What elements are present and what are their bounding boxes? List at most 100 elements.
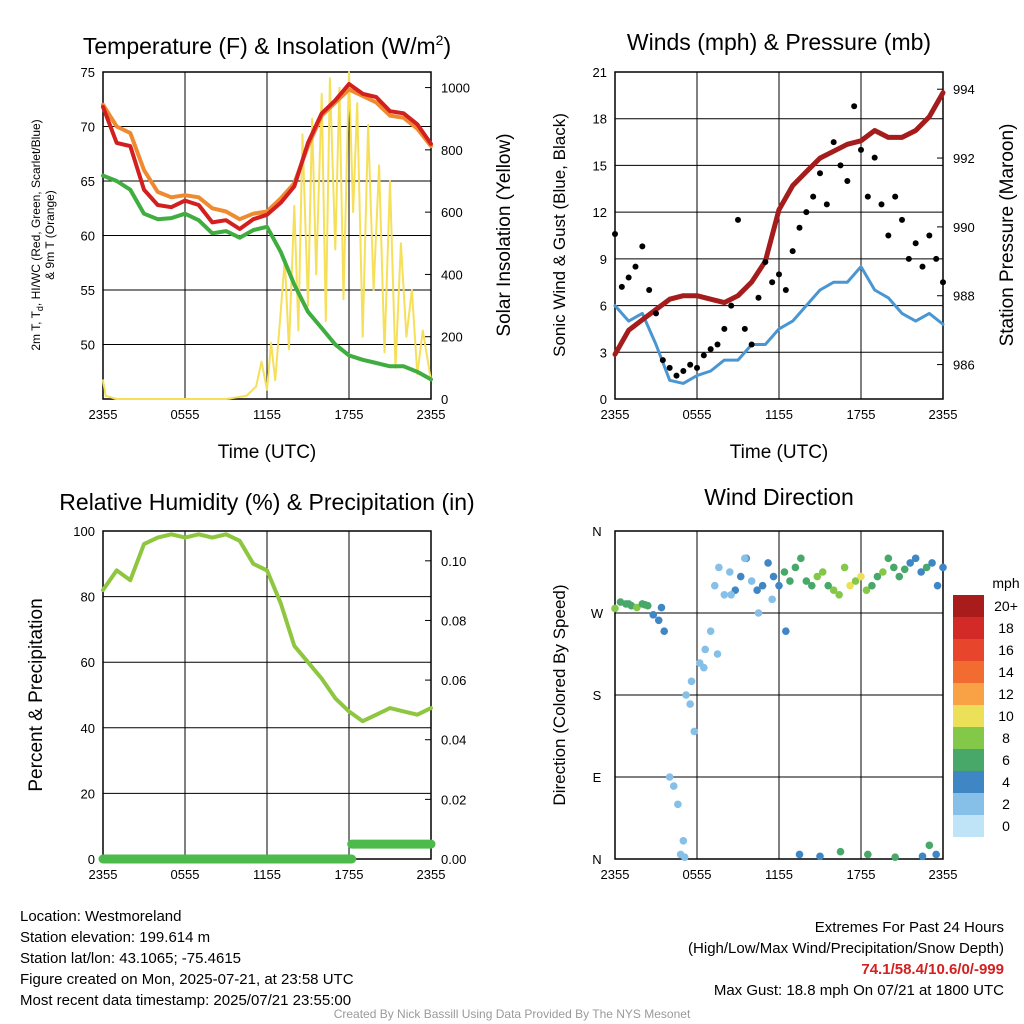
gust-point xyxy=(646,287,653,293)
station-location: Location: Westmoreland xyxy=(20,908,182,925)
wind-xtick-label: 2355 xyxy=(601,407,630,422)
direction-point xyxy=(682,691,690,699)
temp-ytick-label: 75 xyxy=(81,65,95,80)
direction-point xyxy=(836,847,845,856)
colorbar-swatch xyxy=(953,727,984,749)
rh-y2tick-label: 0.00 xyxy=(441,852,466,867)
temp-xtick-label: 1155 xyxy=(253,407,281,422)
wind-xtick-label: 1755 xyxy=(847,407,876,422)
gust-point xyxy=(666,364,673,371)
direction-point xyxy=(669,782,678,790)
dir-xtick-label: 1755 xyxy=(847,867,876,882)
direction-point xyxy=(868,581,876,590)
gust-point xyxy=(707,346,714,353)
figure-created: Figure created on Mon, 2025-07-21, at 23… xyxy=(20,971,354,988)
colorbar-label: 10 xyxy=(998,708,1014,724)
insolation-line xyxy=(102,71,432,400)
extremes-title: Extremes For Past 24 Hours xyxy=(814,919,1004,936)
direction-point xyxy=(706,627,715,636)
direction-point xyxy=(754,609,763,617)
max-gust: Max Gust: 18.8 mph On 07/21 at 1800 UTC xyxy=(713,982,1004,999)
rh-y2tick-label: 0.04 xyxy=(441,733,466,748)
direction-point xyxy=(727,590,735,599)
temp-y2tick-label: 800 xyxy=(441,143,463,158)
direction-point xyxy=(932,850,940,859)
colorbar-label: 8 xyxy=(1002,730,1010,746)
wind-y2tick-label: 990 xyxy=(953,220,975,235)
wind-y2tick-label: 994 xyxy=(953,82,975,97)
colorbar-label: 14 xyxy=(998,664,1014,680)
credit-line: Created By Nick Bassill Using Data Provi… xyxy=(333,1007,691,1021)
direction-point xyxy=(824,581,832,590)
direction-point xyxy=(736,572,745,581)
direction-point xyxy=(816,852,824,861)
temp-xtick-label: 0555 xyxy=(171,407,200,422)
direction-point xyxy=(701,645,709,654)
dir-ytick-label: E xyxy=(593,770,602,785)
rh-panel-title: Relative Humidity (%) & Precipitation (i… xyxy=(59,489,474,515)
colorbar-label: 6 xyxy=(1002,752,1010,768)
direction-point xyxy=(857,572,865,581)
direction-point xyxy=(818,568,827,576)
gust-point xyxy=(844,178,851,184)
temp-ytick-label: 50 xyxy=(81,338,95,353)
rh-ytick-label: 20 xyxy=(81,786,95,801)
direction-point xyxy=(918,852,927,861)
gust-point xyxy=(905,255,912,262)
colorbar-swatch xyxy=(953,771,984,793)
gust-point xyxy=(618,283,625,290)
gust-point xyxy=(899,216,905,223)
direction-point xyxy=(900,565,909,574)
direction-point xyxy=(769,572,778,581)
direction-point xyxy=(660,627,668,636)
dir-ytick-label: N xyxy=(592,524,601,539)
direction-point xyxy=(654,616,663,625)
direction-point xyxy=(895,572,904,581)
direction-point xyxy=(829,586,838,595)
direction-point xyxy=(624,600,633,608)
station-info: Location: Westmoreland Station elevation… xyxy=(20,906,354,1011)
rh-ylabel: Percent & Precipitation xyxy=(26,598,47,791)
gust-point xyxy=(803,209,810,216)
direction-point xyxy=(649,611,658,619)
direction-point xyxy=(720,590,729,599)
pressure-line xyxy=(612,90,946,357)
colorbar-swatch xyxy=(953,793,984,815)
gust-point xyxy=(659,357,666,364)
temp-ytick-label: 70 xyxy=(81,120,95,135)
colorbar-swatch xyxy=(953,683,984,705)
gust-point xyxy=(892,193,899,200)
colorbar-swatch xyxy=(953,749,984,771)
temp-ytick-label: 60 xyxy=(81,229,95,244)
colorbar-label: 20+ xyxy=(994,598,1018,614)
rh-ytick-label: 40 xyxy=(81,721,95,736)
wind-ytick-label: 21 xyxy=(593,65,607,80)
temp-y2tick-label: 400 xyxy=(441,267,463,282)
dir-xtick-label: 2355 xyxy=(601,867,630,882)
direction-point xyxy=(933,581,942,590)
wind-xtick-label: 2355 xyxy=(929,407,958,422)
wind-panel-title: Winds (mph) & Pressure (mb) xyxy=(627,29,931,55)
direction-point xyxy=(862,586,871,595)
temp-ylabel-line2: & 9m T (Orange) xyxy=(43,190,57,280)
rh-y2tick-label: 0.08 xyxy=(441,613,466,628)
wind-y2tick-label: 992 xyxy=(953,151,975,166)
gust-point xyxy=(639,243,646,250)
gust-point xyxy=(810,193,817,200)
temp-ytick-label: 65 xyxy=(81,174,95,189)
direction-point xyxy=(611,604,619,613)
rh-y2tick-label: 0.10 xyxy=(441,554,466,569)
gust-point xyxy=(885,232,892,239)
wind-xtick-label: 0555 xyxy=(683,407,712,422)
direction-point xyxy=(813,572,822,581)
gust-point xyxy=(687,361,694,368)
direction-point xyxy=(657,603,666,612)
gust-point xyxy=(735,216,741,223)
colorbar-swatch xyxy=(953,617,984,639)
wind-xtick-label: 1155 xyxy=(765,407,793,422)
rh-xtick-label: 2355 xyxy=(417,867,446,882)
direction-point xyxy=(884,554,893,563)
temp-xtick-label: 2355 xyxy=(89,407,118,422)
station-elevation: Station elevation: 199.614 m xyxy=(20,929,211,946)
